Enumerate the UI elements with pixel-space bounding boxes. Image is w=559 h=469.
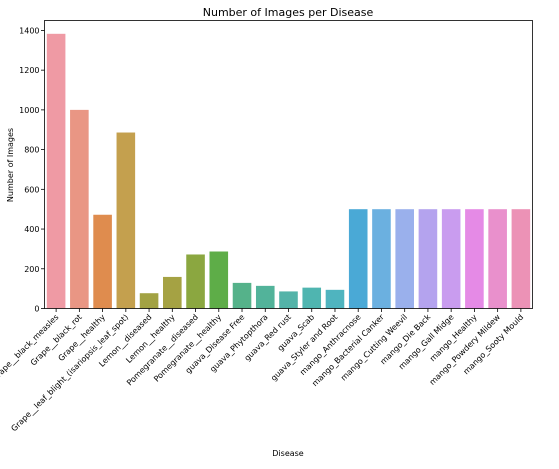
bar xyxy=(70,109,89,309)
bar xyxy=(302,287,322,309)
bar xyxy=(209,251,229,309)
bar xyxy=(325,289,345,309)
y-tick-label: 600 xyxy=(24,185,39,194)
plot-frame xyxy=(44,20,533,309)
bar xyxy=(348,209,368,309)
y-tick-label: 1200 xyxy=(19,66,39,75)
bar xyxy=(395,209,414,309)
bar xyxy=(279,291,298,309)
bar xyxy=(488,209,507,309)
y-tick-label: 1000 xyxy=(19,106,39,115)
chart-title: Number of Images per Disease xyxy=(203,6,374,19)
bar xyxy=(163,276,182,309)
bar xyxy=(232,282,252,309)
bar xyxy=(255,285,275,309)
bar xyxy=(93,214,112,309)
bar xyxy=(186,254,205,309)
bar xyxy=(441,209,461,309)
x-axis-label: Disease xyxy=(272,449,304,458)
bar xyxy=(116,132,136,309)
y-tick-label: 800 xyxy=(24,146,39,155)
bar xyxy=(465,209,484,309)
y-tick-label: 1400 xyxy=(19,26,39,35)
bars-group xyxy=(46,33,531,309)
y-tick-label: 0 xyxy=(34,305,39,314)
bar xyxy=(418,209,438,309)
bar xyxy=(46,33,66,309)
x-axis-ticks: Grape__black_measlesGrape__black_rotGrap… xyxy=(0,308,525,433)
y-tick-label: 200 xyxy=(24,265,39,274)
bar xyxy=(372,209,391,309)
y-axis-ticks: 0 200 400 600 800 1000 1200 1400 xyxy=(19,26,45,314)
bar xyxy=(511,209,531,309)
y-axis-label: Number of Images xyxy=(6,128,15,202)
bar xyxy=(139,293,159,309)
y-tick-label: 400 xyxy=(24,225,39,234)
